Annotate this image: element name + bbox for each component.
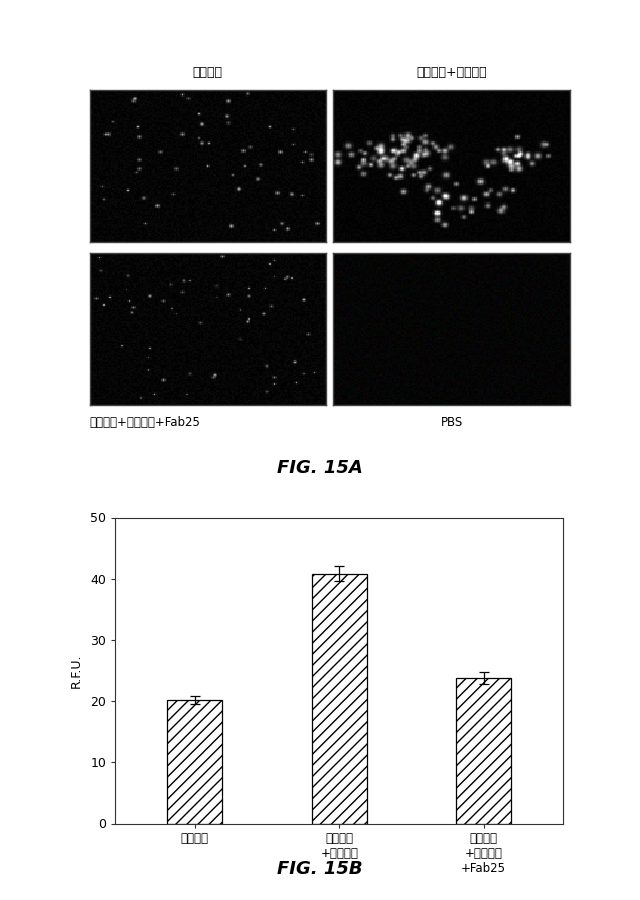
Y-axis label: R.F.U.: R.F.U. xyxy=(70,653,83,688)
Text: FIG. 15B: FIG. 15B xyxy=(277,860,363,878)
Bar xyxy=(312,574,367,824)
Text: FIG. 15A: FIG. 15A xyxy=(277,459,363,477)
Text: PBS: PBS xyxy=(440,416,463,428)
Text: ラミニン+ヘプシン+Fab25: ラミニン+ヘプシン+Fab25 xyxy=(90,416,200,428)
Bar xyxy=(167,700,222,824)
Bar xyxy=(456,678,511,824)
Text: ラミニン: ラミニン xyxy=(193,67,223,79)
Text: ラミニン+ヘプシン: ラミニン+ヘプシン xyxy=(416,67,487,79)
